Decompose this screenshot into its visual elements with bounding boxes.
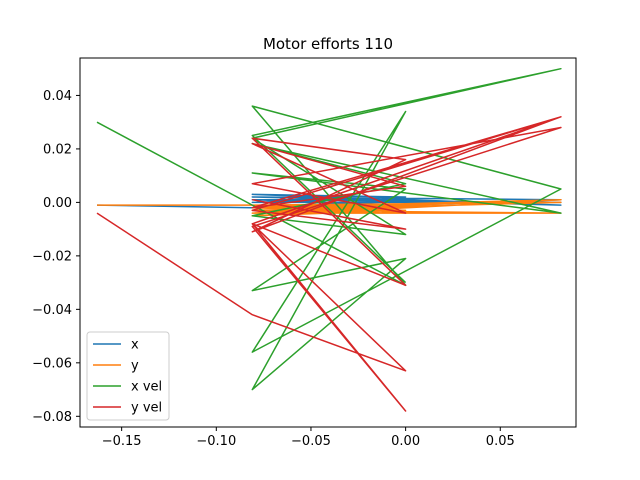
y-tick-label: −0.02 [32, 249, 72, 264]
x-tick-label: −0.10 [196, 434, 236, 449]
series-line-y-vel [96, 116, 562, 412]
x-tick-label: 0.05 [486, 434, 515, 449]
y-tick-label: −0.08 [32, 410, 72, 425]
series-layer [96, 67, 562, 412]
x-tick-label: −0.05 [291, 434, 331, 449]
y-tick-label: 0.00 [43, 196, 72, 211]
legend-label: y vel [131, 401, 162, 416]
legend: xy x vel y vel [86, 331, 170, 421]
y-tick-label: 0.02 [43, 142, 72, 157]
x-tick-label: 0.00 [391, 434, 420, 449]
series-line-x-vel [96, 67, 562, 391]
legend-label: x vel [131, 380, 162, 395]
legend-box [86, 331, 170, 421]
series-line-x [96, 193, 562, 209]
y-tick-label: −0.06 [32, 356, 72, 371]
y-tick-label: −0.04 [32, 303, 72, 318]
plot-frame [79, 57, 577, 428]
x-tick-label: −0.15 [102, 434, 142, 449]
y-tick-label: 0.04 [43, 89, 72, 104]
legend-label: x [131, 338, 139, 353]
axis-layer: −0.15 −0.10 −0.05 0.00 0.05 −0.08 −0.06 −0.04 −0… [32, 89, 515, 449]
legend-label: y [131, 359, 139, 374]
chart-title: Motor efforts 110 [263, 35, 393, 53]
